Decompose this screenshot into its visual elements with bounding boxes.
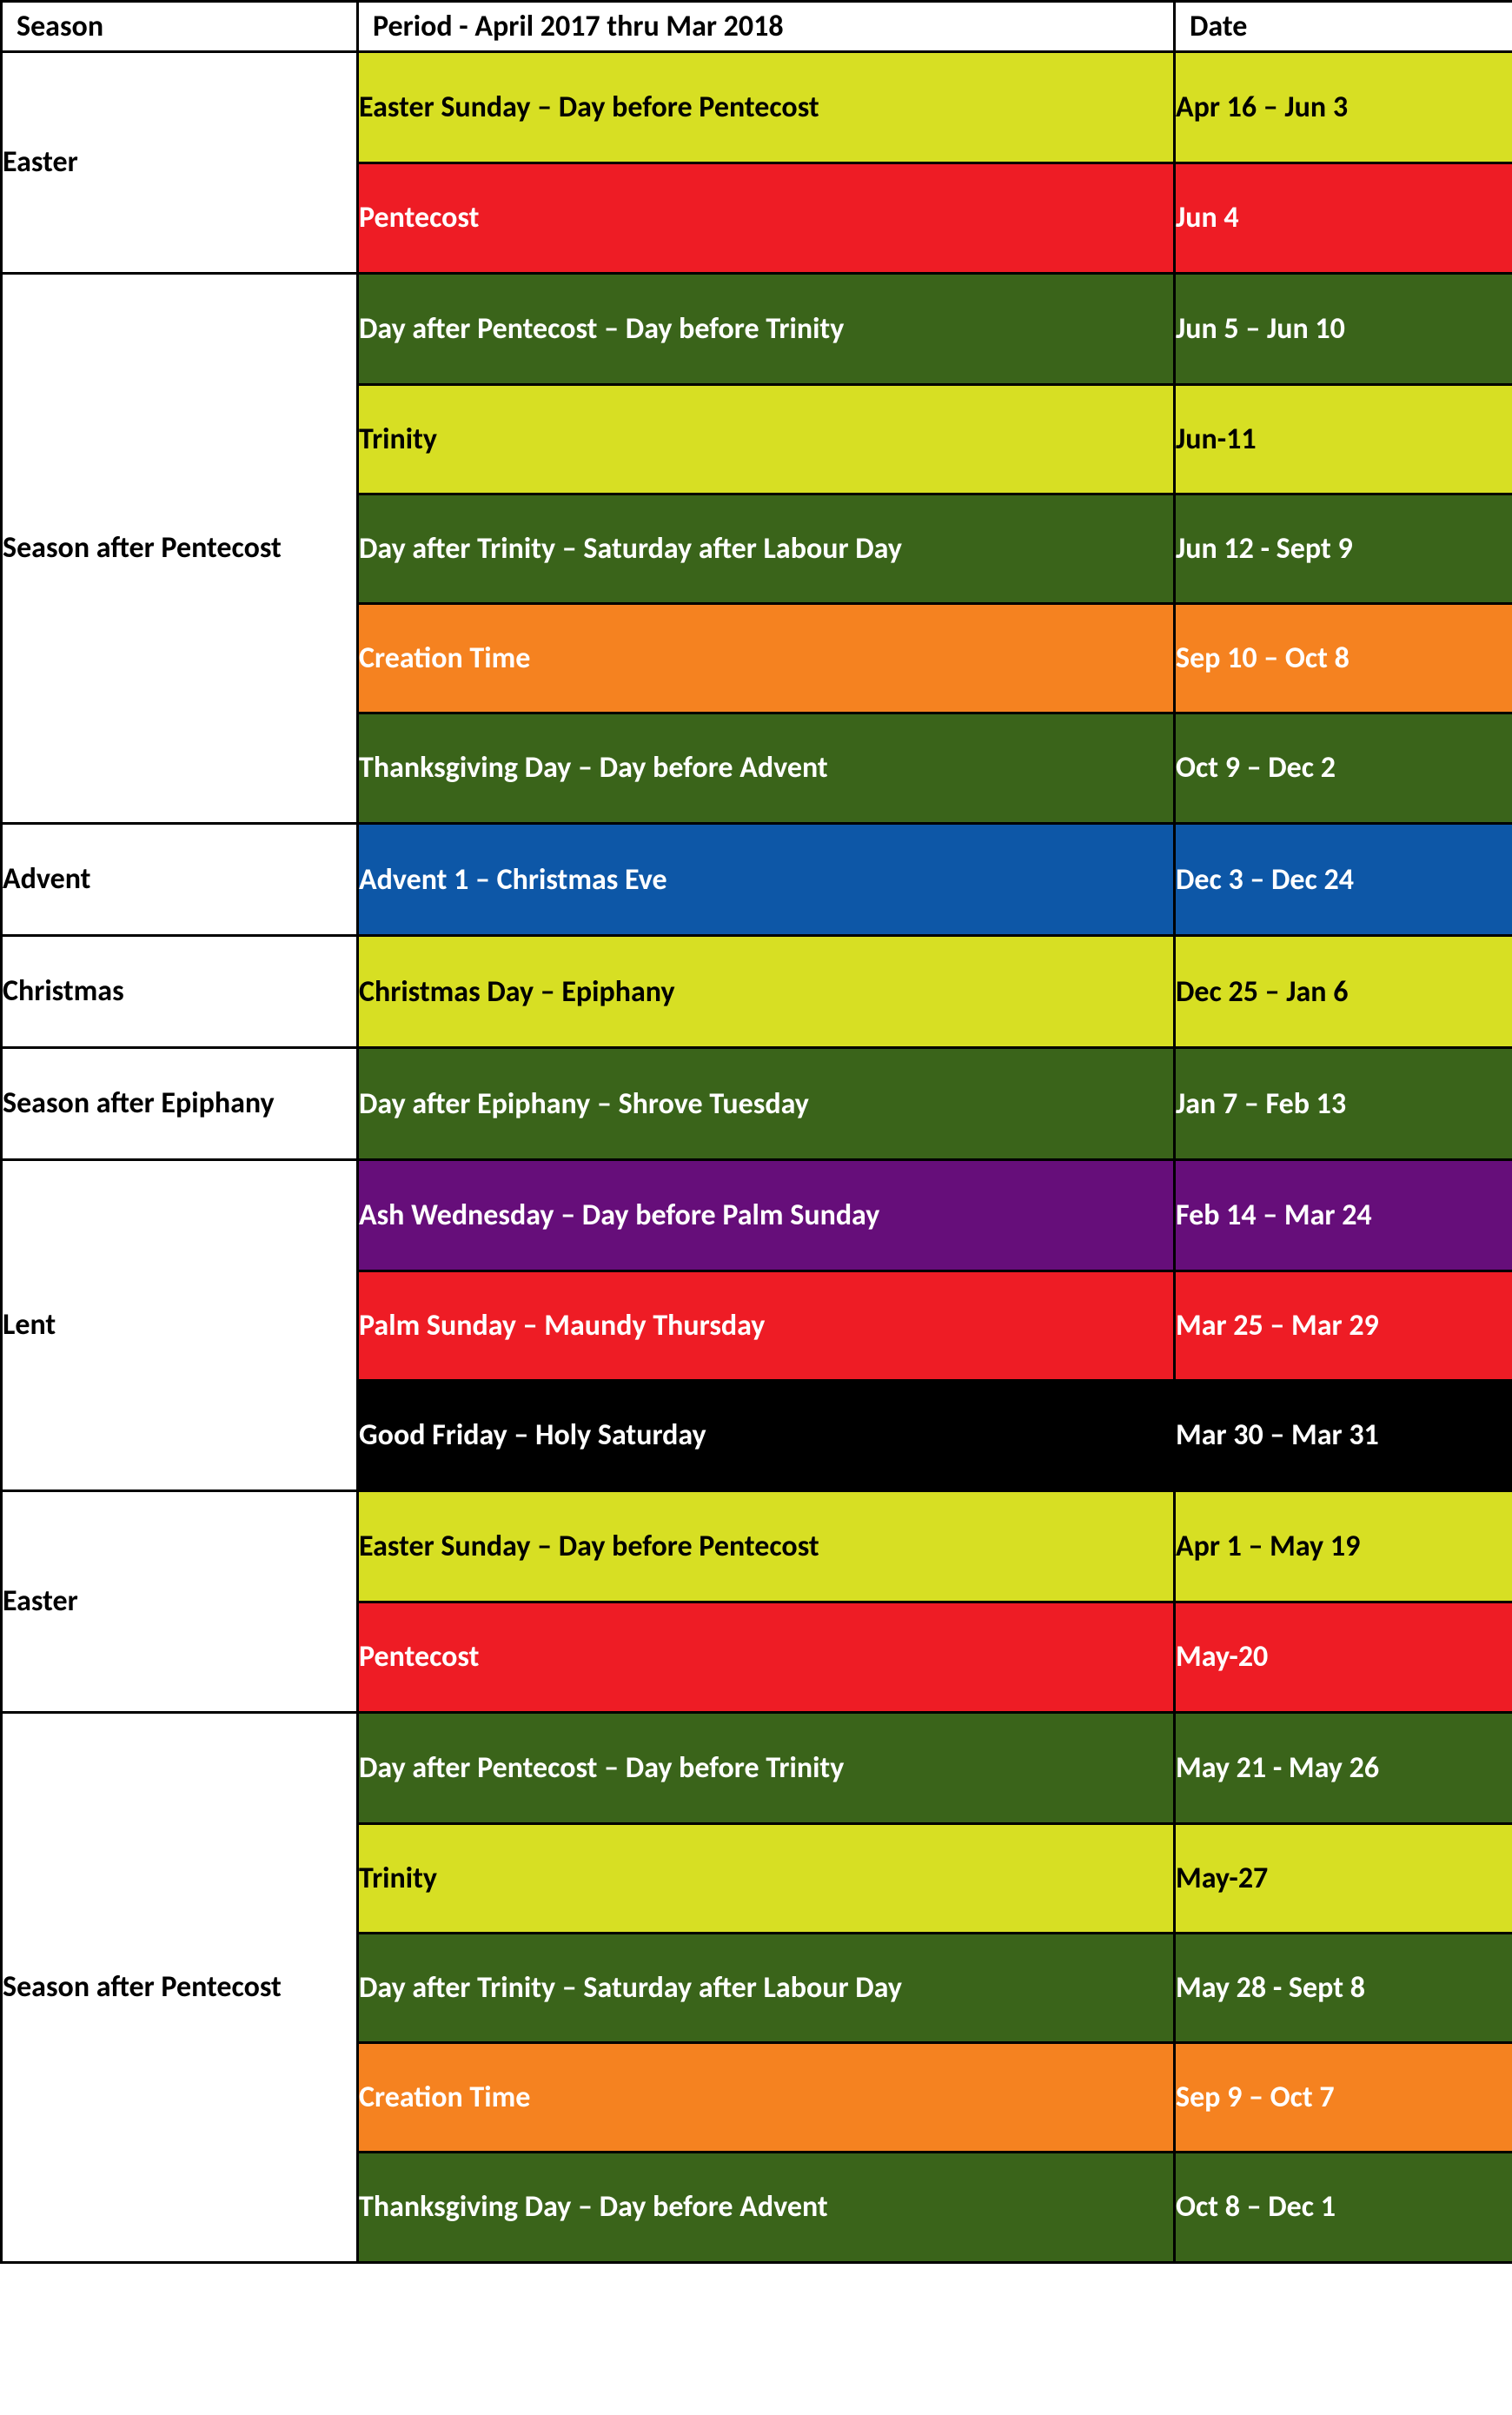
date-cell-group: Jun 5 – Jun 10Jun-11Jun 12 - Sept 9Sep 1… <box>1175 274 1512 824</box>
date-cell-group: May 21 - May 26May-27May 28 - Sept 8Sep … <box>1175 1713 1512 2263</box>
period-cell: Creation Time <box>359 2042 1173 2152</box>
season-row: EasterEaster Sunday – Day before Penteco… <box>2 52 1512 274</box>
date-cell: Mar 30 – Mar 31 <box>1176 1380 1512 1489</box>
period-cell: Day after Pentecost – Day before Trinity <box>359 1714 1173 1823</box>
date-cell-group: Feb 14 – Mar 24Mar 25 – Mar 29 Mar 30 – … <box>1175 1160 1512 1491</box>
period-cell: Creation Time <box>359 603 1173 713</box>
season-row: AdventAdvent 1 – Christmas EveDec 3 – De… <box>2 824 1512 936</box>
date-cell-group: Apr 16 – Jun 3 Jun 4 <box>1175 52 1512 274</box>
date-cell: Jun-11 <box>1176 384 1512 494</box>
season-row: Season after PentecostDay after Pentecos… <box>2 274 1512 824</box>
date-cell-group: Jan 7 – Feb 13 <box>1175 1048 1512 1160</box>
period-cell: Easter Sunday – Day before Pentecost <box>359 53 1173 163</box>
date-cell: May-27 <box>1176 1823 1512 1933</box>
liturgical-calendar-table: Season Period - April 2017 thru Mar 2018… <box>0 0 1512 2264</box>
period-cell-group: Advent 1 – Christmas Eve <box>358 824 1175 936</box>
date-cell: May 21 - May 26 <box>1176 1714 1512 1823</box>
date-cell-group: Dec 3 – Dec 24 <box>1175 824 1512 936</box>
season-cell: Easter <box>2 52 358 274</box>
header-period: Period - April 2017 thru Mar 2018 <box>358 2 1175 52</box>
date-cell: May 28 - Sept 8 <box>1176 1933 1512 2042</box>
date-cell: Sep 9 – Oct 7 <box>1176 2042 1512 2152</box>
date-cell: Oct 9 – Dec 2 <box>1176 713 1512 822</box>
season-row: Season after EpiphanyDay after Epiphany … <box>2 1048 1512 1160</box>
season-cell: Lent <box>2 1160 358 1491</box>
period-cell-group: Easter Sunday – Day before PentecostPent… <box>358 1491 1175 1713</box>
date-cell: Dec 25 – Jan 6 <box>1176 937 1512 1046</box>
season-row: Season after PentecostDay after Pentecos… <box>2 1713 1512 2263</box>
season-row: LentAsh Wednesday – Day before Palm Sund… <box>2 1160 1512 1491</box>
season-cell: Easter <box>2 1491 358 1713</box>
season-row: EasterEaster Sunday – Day before Penteco… <box>2 1491 1512 1713</box>
period-cell: Day after Epiphany – Shrove Tuesday <box>359 1049 1173 1158</box>
season-cell: Season after Pentecost <box>2 1713 358 2263</box>
season-row: ChristmasChristmas Day – Epiphany Dec 25… <box>2 936 1512 1048</box>
period-cell-group: Day after Pentecost – Day before Trinity… <box>358 274 1175 824</box>
period-cell-group: Day after Pentecost – Day before Trinity… <box>358 1713 1175 2263</box>
period-cell: Good Friday – Holy Saturday <box>359 1380 1173 1489</box>
season-cell: Advent <box>2 824 358 936</box>
date-cell: Apr 16 – Jun 3 <box>1176 53 1512 163</box>
period-cell: Day after Trinity – Saturday after Labou… <box>359 1933 1173 2042</box>
header-season: Season <box>2 2 358 52</box>
date-cell-group: Dec 25 – Jan 6 <box>1175 936 1512 1048</box>
date-cell: Mar 25 – Mar 29 <box>1176 1271 1512 1380</box>
season-cell: Season after Pentecost <box>2 274 358 824</box>
period-cell: Palm Sunday – Maundy Thursday <box>359 1271 1173 1380</box>
period-cell-group: Ash Wednesday – Day before Palm SundayPa… <box>358 1160 1175 1491</box>
date-cell: May-20 <box>1176 1602 1512 1711</box>
date-cell: Apr 1 – May 19 <box>1176 1492 1512 1602</box>
date-cell: Feb 14 – Mar 24 <box>1176 1161 1512 1271</box>
date-cell-group: Apr 1 – May 19May-20 <box>1175 1491 1512 1713</box>
date-cell: Jun 4 <box>1176 163 1512 272</box>
period-cell-group: Christmas Day – Epiphany <box>358 936 1175 1048</box>
period-cell-group: Day after Epiphany – Shrove Tuesday <box>358 1048 1175 1160</box>
period-cell: Christmas Day – Epiphany <box>359 937 1173 1046</box>
date-cell: Oct 8 – Dec 1 <box>1176 2152 1512 2261</box>
date-cell: Sep 10 – Oct 8 <box>1176 603 1512 713</box>
date-cell: Jun 5 – Jun 10 <box>1176 275 1512 384</box>
period-cell: Easter Sunday – Day before Pentecost <box>359 1492 1173 1602</box>
period-cell: Advent 1 – Christmas Eve <box>359 825 1173 934</box>
period-cell: Day after Pentecost – Day before Trinity <box>359 275 1173 384</box>
period-cell: Trinity <box>359 1823 1173 1933</box>
period-cell: Ash Wednesday – Day before Palm Sunday <box>359 1161 1173 1271</box>
header-date: Date <box>1175 2 1512 52</box>
period-cell: Thanksgiving Day – Day before Advent <box>359 2152 1173 2261</box>
date-cell: Jun 12 - Sept 9 <box>1176 494 1512 603</box>
period-cell: Pentecost <box>359 163 1173 272</box>
date-cell: Jan 7 – Feb 13 <box>1176 1049 1512 1158</box>
header-row: Season Period - April 2017 thru Mar 2018… <box>2 2 1512 52</box>
season-cell: Season after Epiphany <box>2 1048 358 1160</box>
date-cell: Dec 3 – Dec 24 <box>1176 825 1512 934</box>
period-cell: Pentecost <box>359 1602 1173 1711</box>
period-cell: Day after Trinity – Saturday after Labou… <box>359 494 1173 603</box>
season-cell: Christmas <box>2 936 358 1048</box>
period-cell-group: Easter Sunday – Day before PentecostPent… <box>358 52 1175 274</box>
period-cell: Thanksgiving Day – Day before Advent <box>359 713 1173 822</box>
period-cell: Trinity <box>359 384 1173 494</box>
